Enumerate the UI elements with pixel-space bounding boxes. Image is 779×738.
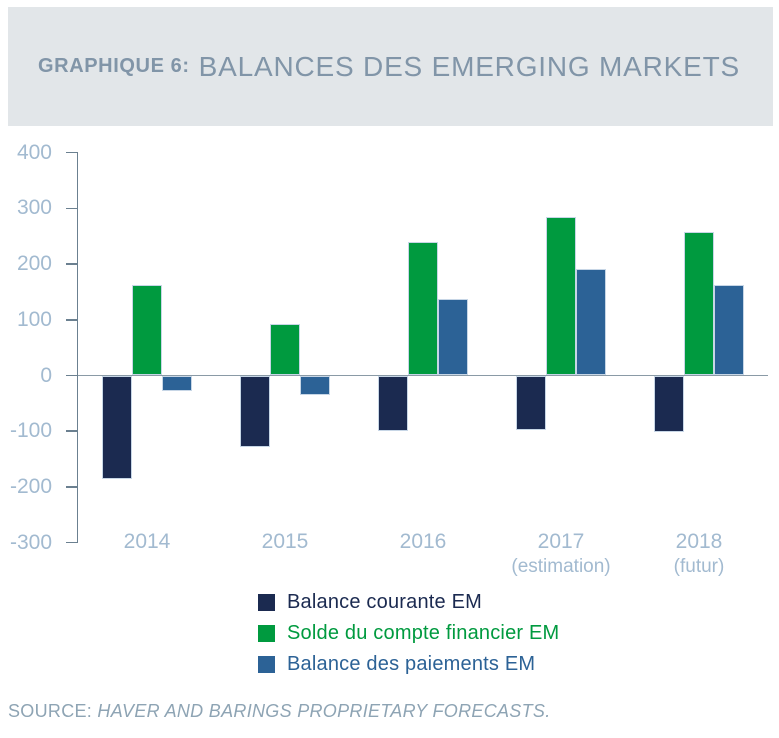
bar-balance-courante-em-2015 <box>240 375 270 447</box>
bar-balance-courante-em-2018 <box>654 375 684 432</box>
legend-swatch-icon <box>258 655 275 673</box>
source-prefix: SOURCE: <box>8 701 98 721</box>
bar-balance-courante-em-2016 <box>378 375 408 432</box>
bar-solde-du-compte-financier-em-2014 <box>132 284 162 376</box>
zero-baseline <box>78 374 768 377</box>
legend-swatch-icon <box>258 624 275 642</box>
bar-solde-du-compte-financier-em-2018 <box>684 231 714 376</box>
legend-item: Balance des paiements EM <box>258 653 535 675</box>
chart-header: GRAPHIQUE 6: BALANCES DES EMERGING MARKE… <box>8 7 773 126</box>
y-axis-tick-mark <box>66 541 78 544</box>
legend-item: Solde du compte financier EM <box>258 622 559 644</box>
y-axis-tick-label: -200 <box>9 474 52 498</box>
y-axis-tick-mark <box>66 486 78 488</box>
y-axis-tick-label: 300 <box>16 196 52 220</box>
x-axis-label: 2017 <box>537 530 585 553</box>
y-axis-tick-mark <box>66 430 78 432</box>
x-axis-label: 2015 <box>261 530 309 553</box>
source-text: HAVER AND BARINGS PROPRIETARY FORECASTS. <box>97 701 551 721</box>
bar-balance-des-paiements-em-2017 <box>576 268 606 376</box>
bar-balance-des-paiements-em-2016 <box>438 299 468 376</box>
bar-solde-du-compte-financier-em-2016 <box>408 242 438 376</box>
bar-solde-du-compte-financier-em-2017 <box>546 216 576 376</box>
legend-label: Balance courante EM <box>287 590 483 613</box>
legend-swatch-icon <box>258 593 275 611</box>
x-axis-label: 2014 <box>123 530 171 553</box>
y-axis-tick-label: 100 <box>16 307 52 331</box>
x-axis-sublabel: (estimation) <box>511 556 611 577</box>
chart-number-label: GRAPHIQUE 6: <box>38 55 190 77</box>
legend-label: Solde du compte financier EM <box>287 621 560 644</box>
bar-balance-des-paiements-em-2018 <box>714 284 744 376</box>
x-axis-label: 2018 <box>675 530 723 553</box>
y-axis-line <box>76 152 78 543</box>
y-axis-tick-mark <box>66 151 78 154</box>
bar-balance-courante-em-2014 <box>102 375 132 479</box>
legend-item: Balance courante EM <box>258 591 482 613</box>
bar-solde-du-compte-financier-em-2015 <box>270 323 300 376</box>
y-axis-tick-label: 200 <box>16 252 52 276</box>
y-axis-tick-label: -300 <box>9 530 52 554</box>
y-axis-tick-mark <box>66 263 78 265</box>
y-axis-tick-label: -100 <box>9 419 52 443</box>
bar-balance-des-paiements-em-2015 <box>300 375 330 395</box>
y-axis-tick-mark <box>66 319 78 321</box>
y-axis-tick-mark <box>66 207 78 210</box>
bar-balance-courante-em-2017 <box>516 375 546 430</box>
source-line: SOURCE: HAVER AND BARINGS PROPRIETARY FO… <box>8 701 551 722</box>
bar-balance-des-paiements-em-2014 <box>162 375 192 392</box>
legend-label: Balance des paiements EM <box>287 652 536 675</box>
x-axis-label: 2016 <box>399 530 447 553</box>
x-axis-sublabel: (futur) <box>673 556 725 577</box>
y-axis-tick-label: 400 <box>16 140 52 164</box>
chart-title: BALANCES DES EMERGING MARKETS <box>198 50 740 82</box>
y-axis-tick-mark <box>66 374 78 377</box>
y-axis-tick-label: 0 <box>40 363 52 387</box>
